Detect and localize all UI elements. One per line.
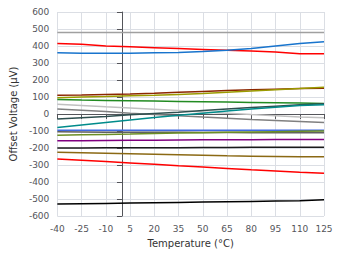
svg-text:-600: -600 <box>29 211 50 221</box>
svg-text:20: 20 <box>149 224 161 234</box>
svg-text:80: 80 <box>246 224 258 234</box>
svg-text:0: 0 <box>44 109 50 119</box>
svg-text:-25: -25 <box>74 224 89 234</box>
svg-text:110: 110 <box>291 224 308 234</box>
svg-text:100: 100 <box>32 92 49 102</box>
svg-text:-500: -500 <box>29 194 50 204</box>
svg-text:-200: -200 <box>29 143 50 153</box>
svg-text:-400: -400 <box>29 177 50 187</box>
svg-text:300: 300 <box>32 58 49 68</box>
svg-text:125: 125 <box>315 224 332 234</box>
svg-text:35: 35 <box>173 224 184 234</box>
svg-text:200: 200 <box>32 75 49 85</box>
svg-text:-10: -10 <box>98 224 113 234</box>
svg-text:-40: -40 <box>50 224 65 234</box>
svg-text:Offset Voltage (μV): Offset Voltage (μV) <box>8 66 19 161</box>
svg-text:500: 500 <box>32 24 49 34</box>
svg-text:400: 400 <box>32 41 49 51</box>
svg-text:600: 600 <box>32 7 49 17</box>
svg-text:Temperature (°C): Temperature (°C) <box>147 238 234 249</box>
svg-text:-100: -100 <box>29 126 50 136</box>
svg-text:65: 65 <box>221 224 232 234</box>
svg-text:-300: -300 <box>29 160 50 170</box>
svg-text:95: 95 <box>270 224 281 234</box>
svg-text:5: 5 <box>127 224 133 234</box>
svg-text:50: 50 <box>197 224 209 234</box>
